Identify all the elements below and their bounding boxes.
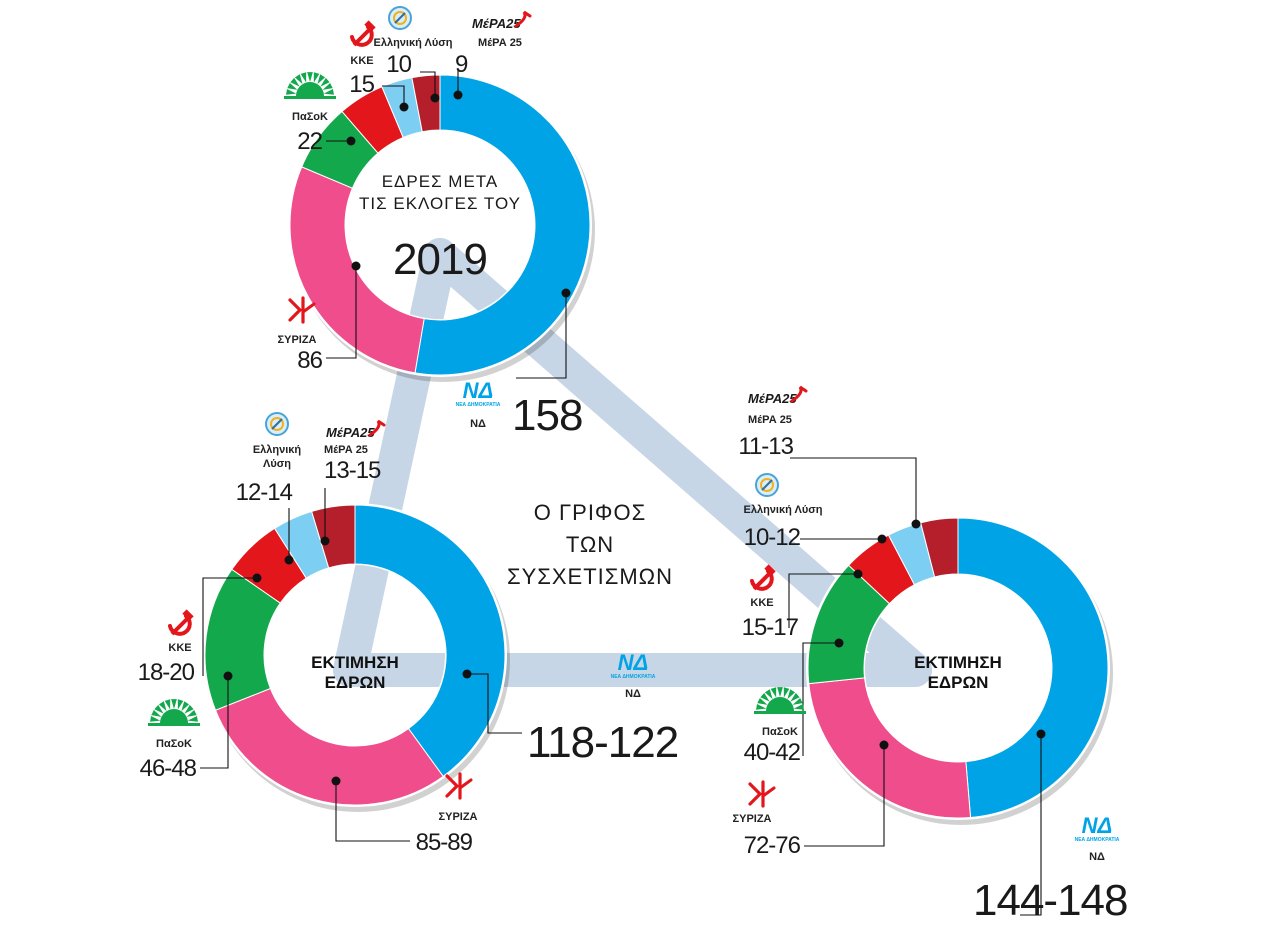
hammer-sickle-icon <box>750 564 776 591</box>
party-label-pasok: ΠαΣοΚ <box>156 738 192 750</box>
svg-text:ΝΔ: ΝΔ <box>1082 813 1113 838</box>
party-label-kke: ΚΚΕ <box>168 642 191 654</box>
hammer-sickle-icon <box>350 20 376 47</box>
value-label-syriza: 86 <box>297 347 322 374</box>
donut-slice-mera25 <box>311 504 356 569</box>
syriza-logo-icon <box>445 772 473 800</box>
pasok-sun-icon <box>284 72 336 99</box>
hammer-sickle-icon <box>168 609 194 636</box>
svg-text:ΝΕΑ ΔΗΜΟΚΡΑΤΙΑ: ΝΕΑ ΔΗΜΟΚΡΑΤΙΑ <box>611 674 656 680</box>
callouts <box>200 68 1046 916</box>
value-label-mera25: 13-15 <box>324 457 381 484</box>
party-label-mera25: ΜέΡΑ 25 <box>324 444 368 456</box>
donut-slice-nd <box>957 517 1109 819</box>
value-label-elliniki: 10-12 <box>744 524 801 551</box>
mera25-logo-icon: ΜέΡΑ25 <box>326 419 386 440</box>
value-label-kke: 15 <box>349 71 374 98</box>
value-label-mera25: 9 <box>455 51 468 78</box>
puzzle-title-line: Ο ΓΡΙΦΟΣ <box>534 500 646 525</box>
party-label-elliniki: Λύση <box>263 458 291 470</box>
svg-text:ΜέΡΑ25: ΜέΡΑ25 <box>748 391 797 406</box>
puzzle-title-line: ΤΩΝ <box>566 532 614 557</box>
party-label-nd: ΝΔ <box>470 418 486 430</box>
syriza-logo-icon <box>288 296 316 324</box>
callout-line <box>335 781 410 842</box>
donut-slice-nd <box>354 504 506 778</box>
callout-line <box>804 745 885 847</box>
callout-line <box>382 85 405 107</box>
value-label-pasok: 46-48 <box>140 755 197 782</box>
elliniki-lysi-icon <box>265 412 289 436</box>
callout-line <box>788 573 858 628</box>
value-label-syriza: 85-89 <box>416 829 473 856</box>
elliniki-lysi-icon <box>388 6 412 30</box>
donut-slice-syriza <box>289 166 425 374</box>
party-label-mera25: ΜέΡΑ 25 <box>478 37 522 49</box>
mera25-logo-icon: ΜέΡΑ25 <box>472 10 532 31</box>
value-label-elliniki: 10 <box>386 51 411 78</box>
svg-text:ΝΕΑ ΔΗΜΟΚΡΑΤΙΑ: ΝΕΑ ΔΗΜΟΚΡΑΤΙΑ <box>1075 837 1120 843</box>
callout-line <box>802 642 839 756</box>
value-label-syriza: 72-76 <box>744 832 801 859</box>
svg-text:ΜέΡΑ25: ΜέΡΑ25 <box>326 425 375 440</box>
value-label-kke: 18-20 <box>138 659 195 686</box>
party-label-syriza: ΣΥΡΙΖΑ <box>278 334 317 346</box>
center-title-line: ΕΚΤΙΜΗΣΗ <box>914 653 1002 672</box>
value-label-nd: 158 <box>512 391 582 440</box>
pasok-sun-icon <box>148 699 200 726</box>
svg-text:ΜέΡΑ25: ΜέΡΑ25 <box>472 16 521 31</box>
svg-text:ΝΔ: ΝΔ <box>463 378 494 403</box>
value-label-elliniki: 12-14 <box>236 479 293 506</box>
center-title-line: ΕΔΡΩΝ <box>325 673 386 692</box>
callout-line <box>420 71 436 98</box>
party-label-syriza: ΣΥΡΙΖΑ <box>733 813 772 825</box>
value-label-pasok: 40-42 <box>744 739 801 766</box>
party-label-kke: ΚΚΕ <box>750 597 773 609</box>
mera25-logo-icon: ΜέΡΑ25 <box>748 385 808 406</box>
party-label-elliniki: Ελληνική Λύση <box>744 504 823 516</box>
pasok-sun-icon <box>754 687 806 714</box>
syriza-logo-icon <box>748 780 776 808</box>
callout-line <box>200 676 229 769</box>
value-label-pasok: 22 <box>297 128 322 155</box>
elliniki-lysi-icon <box>755 473 779 497</box>
party-label-mera25: ΜέΡΑ 25 <box>748 414 792 426</box>
donut-slice-syriza <box>214 687 444 806</box>
value-label-mera25: 11-13 <box>738 433 793 460</box>
value-label-kke: 15-17 <box>742 614 799 641</box>
party-label-elliniki: Ελληνική <box>253 444 302 456</box>
party-label-nd: ΝΔ <box>625 688 641 700</box>
center-title-line: ΕΔΡΩΝ <box>928 673 989 692</box>
donut-slice-mera25 <box>411 74 441 133</box>
value-label-nd: 144-148 <box>973 876 1127 925</box>
svg-text:ΝΔ: ΝΔ <box>618 650 649 675</box>
center-title-line: ΕΔΡΕΣ ΜΕΤΑ <box>382 172 499 191</box>
svg-text:ΝΕΑ ΔΗΜΟΚΡΑΤΙΑ: ΝΕΑ ΔΗΜΟΚΡΑΤΙΑ <box>456 402 501 408</box>
party-label-pasok: ΠαΣοΚ <box>292 111 328 123</box>
callout-line <box>202 577 257 676</box>
center-year: 2019 <box>393 235 487 284</box>
party-label-elliniki: Ελληνική Λύση <box>374 37 453 49</box>
callout-line <box>326 266 357 359</box>
donut-seats-2019 <box>288 73 595 382</box>
callout-line <box>516 293 567 379</box>
puzzle-title-line: ΣΥΣΧΕΤΙΣΜΩΝ <box>507 564 673 589</box>
party-label-kke: ΚΚΕ <box>350 55 373 67</box>
party-label-pasok: ΠαΣοΚ <box>762 726 798 738</box>
center-title-line: ΤΙΣ ΕΚΛΟΓΕΣ ΤΟΥ <box>359 194 521 213</box>
donut-slice-mera25 <box>920 517 959 578</box>
donut-slice-nd <box>414 74 591 376</box>
callout-line <box>467 673 522 734</box>
party-label-nd: ΝΔ <box>1089 851 1105 863</box>
center-title-line: ΕΚΤΙΜΗΣΗ <box>311 653 399 672</box>
party-label-syriza: ΣΥΡΙΖΑ <box>439 811 478 823</box>
callout-line <box>1020 734 1042 916</box>
callout-line <box>790 457 917 524</box>
value-label-nd: 118-122 <box>527 718 678 767</box>
